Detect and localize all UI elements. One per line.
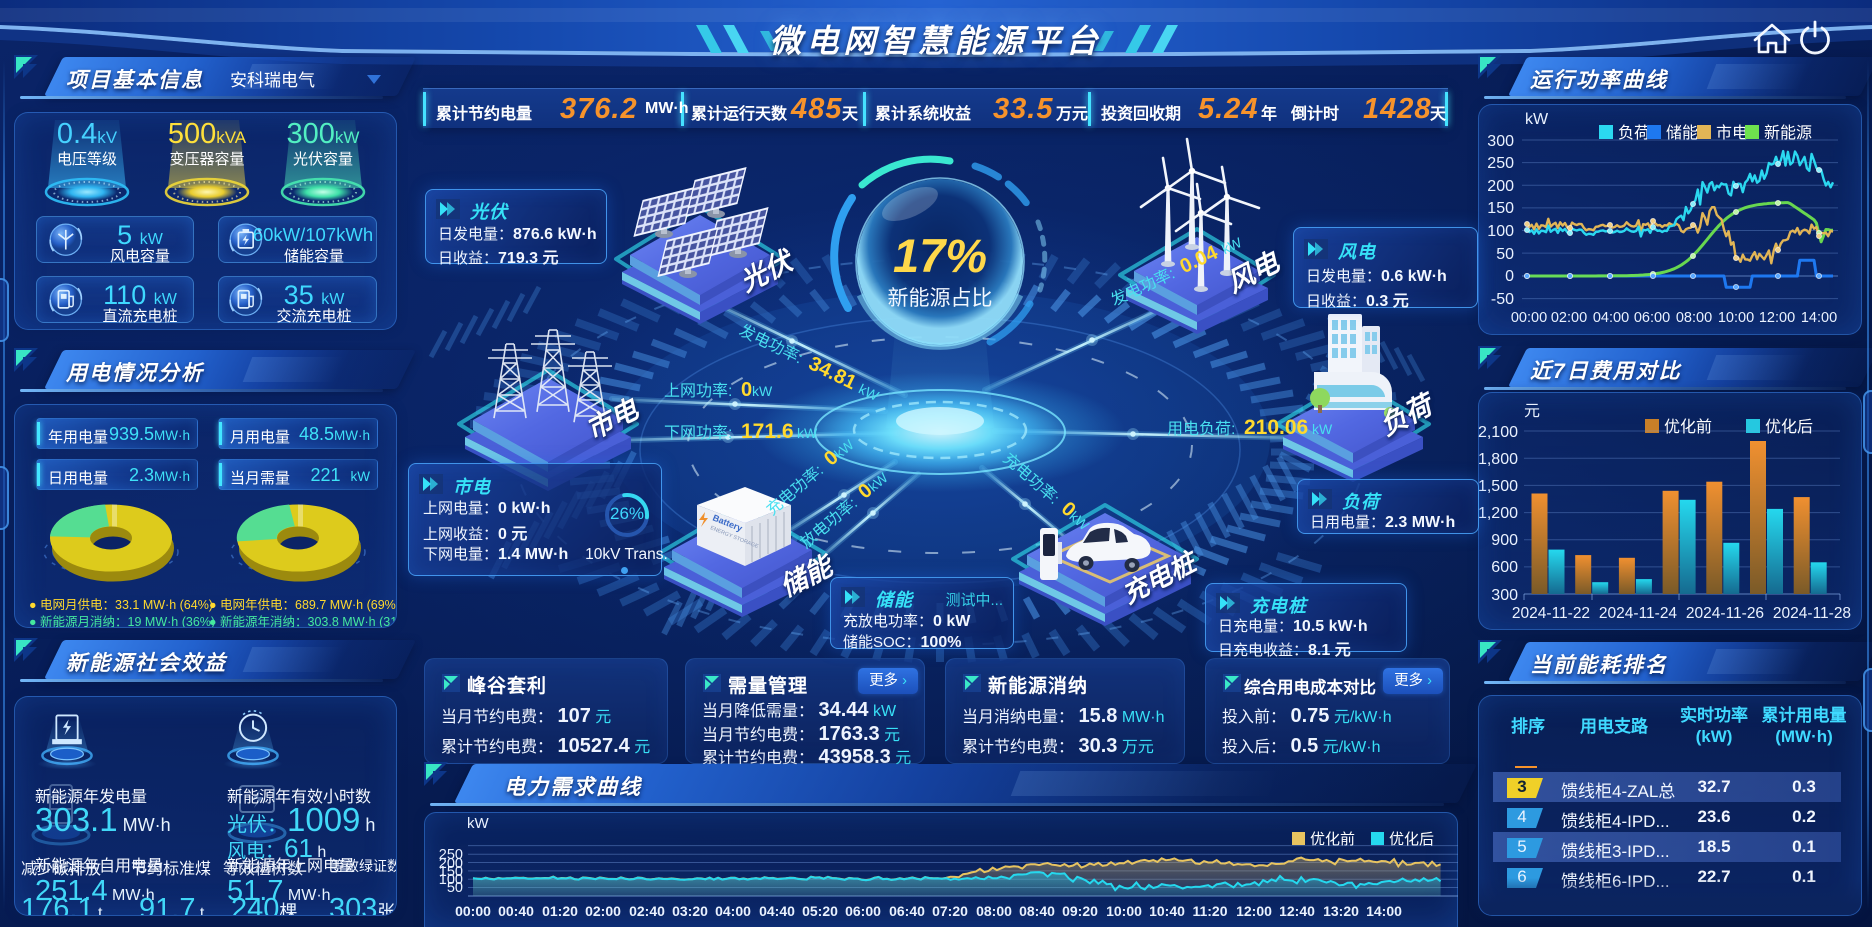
svg-text:优化前: 优化前	[1310, 831, 1355, 848]
svg-text:优化后: 优化后	[1765, 418, 1813, 436]
svg-text:12:00: 12:00	[1759, 310, 1795, 326]
svg-text:00:40: 00:40	[498, 903, 534, 919]
svg-text:06:00: 06:00	[845, 903, 881, 919]
svg-text:上网功率:: 上网功率:	[664, 382, 732, 400]
svg-text:250: 250	[1487, 155, 1514, 172]
svg-text:06:00: 06:00	[1634, 310, 1670, 326]
svg-text:新能源: 新能源	[1764, 124, 1812, 142]
svg-text:14:00: 14:00	[1801, 310, 1837, 326]
svg-text:04:40: 04:40	[759, 903, 795, 919]
svg-text:kW: kW	[1525, 111, 1549, 128]
svg-text:07:20: 07:20	[932, 903, 968, 919]
svg-text:-50: -50	[1491, 291, 1514, 308]
svg-text:250: 250	[439, 847, 463, 863]
svg-text:50: 50	[447, 880, 463, 896]
svg-text:储能: 储能	[1666, 124, 1698, 142]
svg-text:200: 200	[1487, 178, 1514, 195]
svg-text:元: 元	[1524, 403, 1540, 420]
svg-text:优化后: 优化后	[1389, 831, 1434, 848]
svg-text:11:20: 11:20	[1192, 903, 1227, 919]
svg-text:优化前: 优化前	[1664, 418, 1712, 436]
svg-text:08:40: 08:40	[1019, 903, 1055, 919]
svg-text:10:00: 10:00	[1718, 310, 1754, 326]
svg-text:2024-11-22: 2024-11-22	[1512, 605, 1590, 622]
svg-text:300: 300	[1491, 587, 1518, 604]
svg-text:06:40: 06:40	[889, 903, 925, 919]
svg-text:14:00: 14:00	[1366, 903, 1402, 919]
svg-text:下网功率:: 下网功率:	[664, 424, 732, 442]
svg-text:0: 0	[1505, 268, 1514, 285]
svg-text:600: 600	[1491, 559, 1518, 576]
svg-text:00:00: 00:00	[1511, 310, 1547, 326]
svg-text:负荷: 负荷	[1618, 124, 1650, 142]
svg-text:02:00: 02:00	[585, 903, 621, 919]
svg-text:12:40: 12:40	[1279, 903, 1315, 919]
svg-text:05:20: 05:20	[802, 903, 838, 919]
svg-text:1,500: 1,500	[1478, 478, 1518, 495]
svg-text:10:40: 10:40	[1149, 903, 1185, 919]
svg-text:新能源占比: 新能源占比	[888, 287, 993, 310]
svg-text:08:00: 08:00	[1676, 310, 1712, 326]
svg-text:04:00: 04:00	[1593, 310, 1629, 326]
svg-text:150: 150	[439, 864, 463, 880]
svg-text:12:00: 12:00	[1236, 903, 1272, 919]
svg-text:市电: 市电	[1716, 124, 1748, 142]
svg-text:1,800: 1,800	[1478, 451, 1518, 468]
svg-text:2024-11-28: 2024-11-28	[1773, 605, 1851, 622]
svg-text:0: 0	[741, 379, 752, 401]
svg-text:用电负荷:: 用电负荷:	[1167, 420, 1235, 438]
svg-text:kW: kW	[467, 815, 490, 832]
svg-text:04:00: 04:00	[715, 903, 751, 919]
svg-text:kW: kW	[1312, 421, 1333, 437]
svg-text:2,100: 2,100	[1478, 424, 1518, 441]
svg-text:210.06: 210.06	[1244, 416, 1308, 439]
svg-text:kW: kW	[797, 425, 818, 441]
svg-text:100: 100	[439, 872, 463, 888]
svg-text:2024-11-24: 2024-11-24	[1599, 605, 1678, 622]
svg-text:09:20: 09:20	[1062, 903, 1098, 919]
svg-text:kW: kW	[752, 383, 773, 399]
svg-text:03:20: 03:20	[672, 903, 708, 919]
svg-text:17%: 17%	[893, 229, 987, 282]
svg-text:900: 900	[1491, 532, 1518, 549]
svg-text:01:20: 01:20	[542, 903, 578, 919]
svg-text:08:00: 08:00	[976, 903, 1012, 919]
svg-text:150: 150	[1487, 200, 1514, 217]
svg-text:02:00: 02:00	[1551, 310, 1587, 326]
svg-text:00:00: 00:00	[455, 903, 491, 919]
svg-text:10:00: 10:00	[1106, 903, 1142, 919]
svg-text:171.6: 171.6	[741, 420, 794, 443]
svg-text:200: 200	[439, 856, 463, 872]
svg-text:1,200: 1,200	[1478, 505, 1518, 522]
svg-text:300: 300	[1487, 133, 1514, 150]
svg-text:2024-11-26: 2024-11-26	[1686, 605, 1764, 622]
svg-text:100: 100	[1487, 223, 1514, 240]
svg-text:13:20: 13:20	[1323, 903, 1359, 919]
svg-text:02:40: 02:40	[629, 903, 665, 919]
svg-text:50: 50	[1496, 246, 1514, 263]
